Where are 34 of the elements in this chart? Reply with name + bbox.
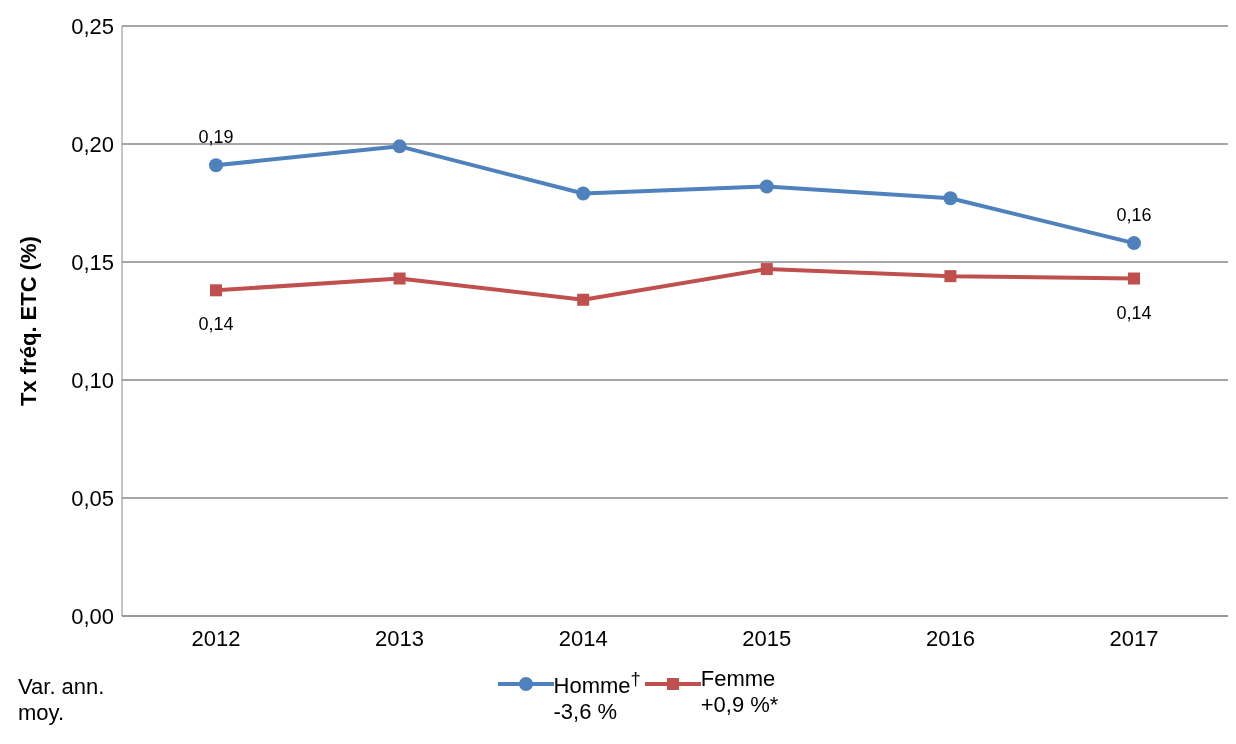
x-tick-label: 2013 [375,625,425,651]
x-tick-label: 2012 [191,625,241,651]
x-tick-label: 2014 [558,625,608,651]
y-tick-label: 0,25 [71,13,114,39]
text: +0,9 %* [700,692,779,718]
legend-label: Femme [700,666,776,691]
data-label: 0,14 [1116,302,1152,323]
x-tick-label: 2017 [1109,625,1159,651]
data-label: 0,16 [1116,205,1152,226]
point [392,139,407,154]
x-tick-label: 2016 [925,625,975,651]
x-tick-label: 2015 [742,625,792,651]
y-tick-label: 0,10 [71,367,114,393]
text: -3,6 % [553,699,619,726]
point [943,191,958,206]
point [1127,236,1141,251]
point [393,272,406,285]
y-tick-label: 0,05 [71,485,114,511]
legend-label: Homme$^{†}$ [553,668,641,699]
point [210,284,222,297]
point [1128,272,1140,285]
point [576,186,591,201]
y-axis-title: Tx fréq. ETC (%) [15,236,41,406]
point [209,158,223,173]
point [944,270,957,283]
y-tick-label: 0,20 [71,131,114,157]
y-tick-label: 0,00 [71,603,114,629]
data-label: 0,14 [198,314,234,335]
text: Var. ann. moy. [18,674,106,726]
point [577,293,590,306]
data-label: 0,19 [198,127,234,148]
point [759,179,774,194]
point [760,263,773,276]
y-tick-label: 0,15 [71,249,114,275]
